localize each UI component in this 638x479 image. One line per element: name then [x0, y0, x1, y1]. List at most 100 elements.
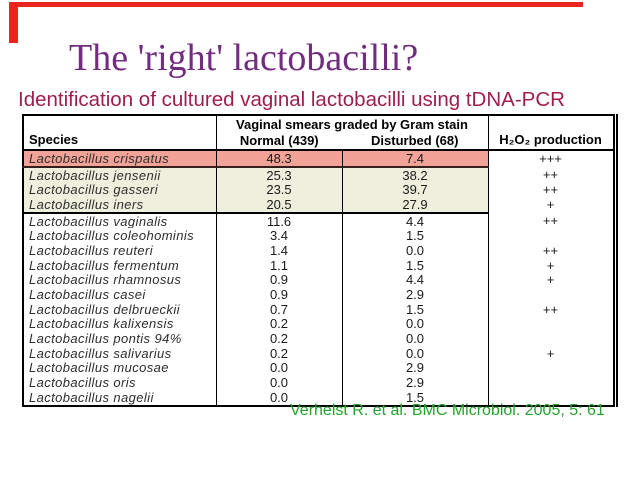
h2o2-value-cell [488, 361, 615, 376]
table-row: Lactobacillus salivarius 0.2 0.0 + [23, 345, 615, 361]
disturbed-value-cell: 7.4 [342, 150, 489, 168]
table-row: Lactobacillus iners 20.5 27.9 + [23, 197, 615, 214]
table-row: Lactobacillus kalixensis 0.2 0.0 [23, 316, 615, 332]
table-row: Lactobacillus coleohominis 3.4 1.5 [23, 228, 615, 244]
slide-subtitle: Identification of cultured vaginal lacto… [18, 88, 565, 111]
species-cell: Lactobacillus delbrueckii [23, 301, 217, 317]
species-cell: Lactobacillus rhamnosus [23, 272, 217, 288]
disturbed-value-cell: 1.5 [342, 257, 489, 273]
h2o2-value-cell: + [546, 272, 555, 288]
slide-accent-bar-vertical [9, 2, 18, 43]
normal-value-cell: 25.3 [216, 166, 343, 183]
normal-value-cell: 0.2 [216, 316, 343, 332]
disturbed-value-cell: 1.5 [342, 301, 489, 317]
disturbed-value-cell: 2.9 [342, 287, 489, 302]
h2o2-value-cell [488, 228, 615, 243]
column-group-header-gram-stain: Vaginal smears graded by Gram stain [216, 115, 489, 133]
table-row: Lactobacillus rhamnosus 0.9 4.4 + [23, 272, 615, 288]
h2o2-value-cell: ++ [542, 242, 559, 258]
disturbed-value-cell: 2.9 [342, 360, 489, 376]
normal-value-cell: 1.4 [216, 243, 343, 258]
table-row: Lactobacillus crispatus 48.3 7.4 +++ [23, 150, 615, 168]
species-cell: Lactobacillus fermentum [23, 257, 217, 273]
species-cell: Lactobacillus jensenii [23, 166, 217, 183]
table-row: Lactobacillus mucosae 0.0 2.9 [23, 360, 615, 376]
disturbed-value-cell: 4.4 [342, 272, 489, 288]
species-cell: Lactobacillus salivarius [23, 345, 217, 361]
disturbed-value-cell: 0.0 [342, 345, 489, 361]
normal-value-cell: 0.9 [216, 272, 343, 288]
h2o2-value-cell: + [546, 257, 555, 273]
h2o2-value-cell [488, 331, 615, 346]
normal-value-cell: 0.2 [216, 331, 343, 346]
table-row: Lactobacillus nagelii 0.0 1.5 [23, 390, 615, 406]
disturbed-value-cell: 2.9 [342, 375, 489, 390]
column-header-normal: Normal (439) [216, 133, 342, 151]
table-row: Lactobacillus jensenii 25.3 38.2 ++ [23, 166, 615, 183]
normal-value-cell: 23.5 [216, 182, 343, 198]
column-header-h2o2-production: H₂O₂ production [488, 115, 615, 151]
h2o2-value-cell [488, 317, 615, 332]
disturbed-value-cell: 0.0 [342, 331, 489, 346]
citation: Verhelst R. et al. BMC Microbiol. 2005, … [290, 402, 605, 419]
h2o2-value-cell: + [546, 197, 555, 213]
table-row: Lactobacillus reuteri 1.4 0.0 ++ [23, 243, 615, 258]
lactobacilli-table: Species Vaginal smears graded by Gram st… [22, 114, 618, 407]
h2o2-value-cell: +++ [539, 151, 562, 167]
table-header-row-subcolumns: Normal (439) Disturbed (68) [23, 133, 615, 151]
h2o2-value-cell: ++ [542, 182, 559, 198]
h2o2-value-cell: + [546, 345, 555, 361]
disturbed-value-cell: 0.0 [342, 316, 489, 332]
disturbed-value-cell: 27.9 [342, 197, 489, 214]
normal-value-cell: 0.0 [216, 360, 343, 376]
normal-value-cell: 0.7 [216, 301, 343, 317]
disturbed-value-cell: 39.7 [342, 182, 489, 198]
species-cell: Lactobacillus iners [23, 197, 217, 214]
table-row: Lactobacillus fermentum 1.1 1.5 + [23, 257, 615, 273]
slide-accent-bar-horizontal [9, 2, 583, 7]
table-row: Lactobacillus gasseri 23.5 39.7 ++ [23, 182, 615, 198]
normal-value-cell: 0.0 [216, 390, 343, 406]
normal-value-cell: 48.3 [216, 150, 343, 168]
table-row: Lactobacillus oris 0.0 2.9 [23, 375, 615, 390]
disturbed-value-cell: 1.5 [342, 390, 489, 406]
species-cell: Lactobacillus vaginalis [23, 212, 217, 229]
h2o2-value-cell [488, 375, 615, 390]
normal-value-cell: 11.6 [216, 212, 343, 229]
disturbed-value-cell: 4.4 [342, 212, 489, 229]
normal-value-cell: 1.1 [216, 257, 343, 273]
normal-value-cell: 0.2 [216, 345, 343, 361]
species-cell: Lactobacillus mucosae [23, 360, 217, 376]
species-cell: Lactobacillus crispatus [23, 150, 217, 168]
normal-value-cell: 20.5 [216, 197, 343, 214]
species-cell: Lactobacillus pontis 94% [23, 331, 217, 346]
disturbed-value-cell: 0.0 [342, 243, 489, 258]
species-cell: Lactobacillus oris [23, 375, 217, 390]
h2o2-value-cell: ++ [542, 213, 559, 229]
column-header-species: Species [23, 115, 217, 151]
species-cell: Lactobacillus kalixensis [23, 316, 217, 332]
species-cell: Lactobacillus gasseri [23, 182, 217, 198]
normal-value-cell: 3.4 [216, 228, 343, 244]
normal-value-cell: 0.0 [216, 375, 343, 390]
h2o2-value-cell [488, 287, 615, 302]
normal-value-cell: 0.9 [216, 287, 343, 302]
disturbed-value-cell: 1.5 [342, 228, 489, 244]
h2o2-value-cell: ++ [542, 167, 559, 183]
table-row: Lactobacillus pontis 94% 0.2 0.0 [23, 331, 615, 346]
table-row: Lactobacillus casei 0.9 2.9 [23, 287, 615, 302]
disturbed-value-cell: 38.2 [342, 166, 489, 183]
species-cell: Lactobacillus coleohominis [23, 228, 217, 244]
table-header: Species Vaginal smears graded by Gram st… [23, 115, 615, 151]
slide-title: The 'right' lactobacilli? [69, 37, 419, 79]
column-header-disturbed: Disturbed (68) [342, 133, 489, 151]
table-row: Lactobacillus delbrueckii 0.7 1.5 ++ [23, 301, 615, 317]
table-header-row-group: Species Vaginal smears graded by Gram st… [23, 115, 615, 151]
h2o2-value-cell: ++ [542, 301, 559, 317]
species-cell: Lactobacillus reuteri [23, 243, 217, 258]
species-cell: Lactobacillus nagelii [23, 390, 217, 406]
table-body: Lactobacillus crispatus 48.3 7.4 +++ Lac… [23, 150, 615, 406]
table-row: Lactobacillus vaginalis 11.6 4.4 ++ [23, 212, 615, 229]
species-cell: Lactobacillus casei [23, 287, 217, 302]
